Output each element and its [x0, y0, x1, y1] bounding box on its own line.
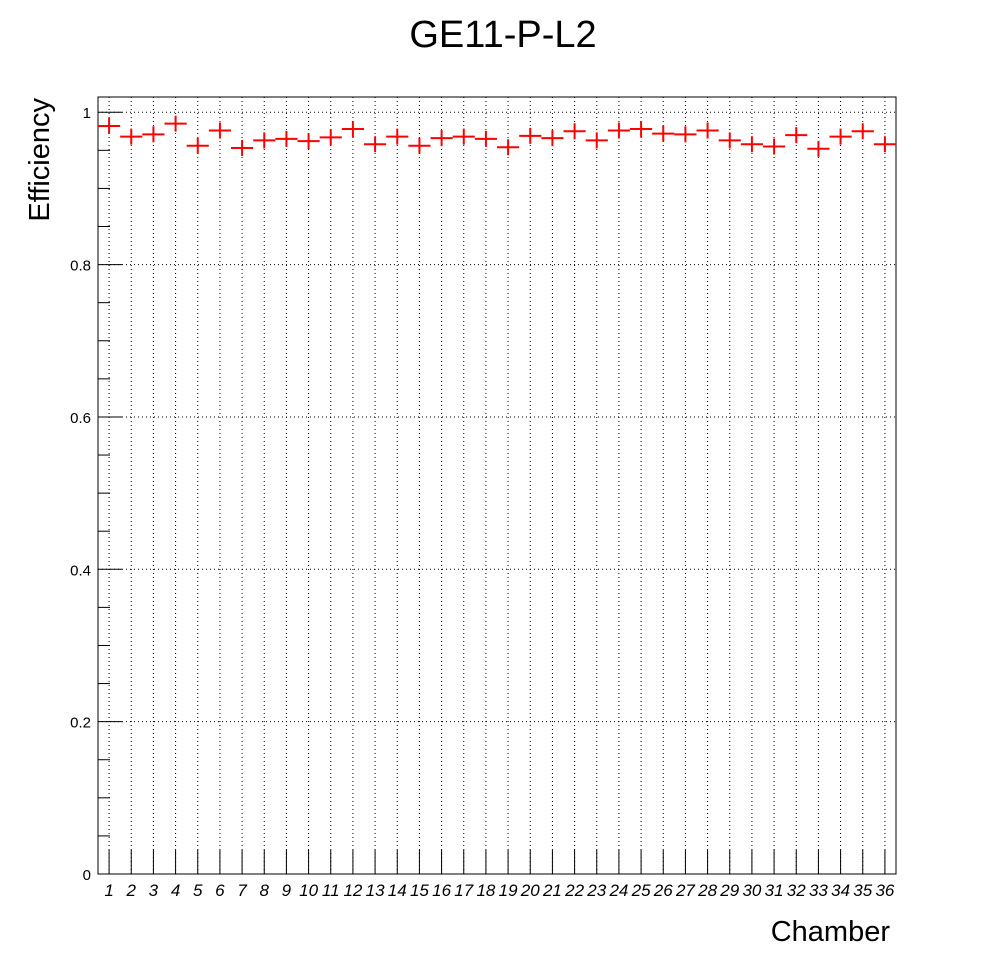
data-point: [208, 122, 231, 139]
data-point: [474, 130, 497, 147]
data-point: [519, 127, 542, 144]
x-tick-label: 27: [675, 881, 695, 900]
data-point: [829, 128, 852, 145]
x-tick-label: 14: [388, 881, 407, 900]
data-point: [341, 120, 364, 137]
x-axis-label: Chamber: [771, 916, 891, 948]
x-tick-label: 31: [765, 881, 784, 900]
data-point: [231, 140, 254, 157]
data-point: [630, 120, 653, 137]
data-point: [740, 136, 763, 153]
data-point: [319, 129, 342, 146]
data-point: [696, 122, 719, 139]
x-tick-label: 32: [787, 881, 806, 900]
x-tick-label: 10: [299, 881, 318, 900]
x-tick-label: 6: [215, 881, 225, 900]
data-point: [297, 133, 320, 150]
chart-title: GE11-P-L2: [409, 14, 596, 56]
data-point: [364, 136, 387, 153]
y-tick-label: 0.6: [70, 410, 91, 427]
x-tick-label: 34: [831, 881, 850, 900]
x-tick-label: 13: [366, 881, 385, 900]
data-point: [98, 117, 121, 134]
data-point: [430, 130, 453, 147]
data-point: [164, 115, 187, 132]
data-point: [807, 140, 830, 157]
x-tick-label: 9: [282, 881, 292, 900]
x-tick-label: 2: [126, 881, 137, 900]
x-tick-label: 23: [586, 881, 606, 900]
x-tick-label: 24: [608, 881, 628, 900]
data-point: [497, 139, 520, 156]
x-tick-label: 30: [742, 881, 761, 900]
x-tick-label: 4: [171, 881, 180, 900]
x-tick-label: 36: [875, 881, 894, 900]
y-tick-label: 0.4: [70, 562, 91, 579]
x-tick-label: 21: [542, 881, 562, 900]
axis-ticks: [98, 111, 886, 875]
x-tick-labels: 1 2 3 4 5 6 7 8 9 10 11 12 13 14 15 16 17 18 19 20 21 22 23 24 2…: [104, 881, 895, 900]
y-tick-label: 0.8: [70, 258, 91, 275]
y-tick-label: 0.2: [70, 715, 91, 732]
data-point: [851, 123, 874, 140]
data-point: [120, 128, 143, 145]
x-tick-label: 18: [476, 881, 495, 900]
y-tick-label: 0: [83, 867, 91, 884]
x-tick-label: 1: [104, 881, 113, 900]
data-point: [408, 137, 431, 154]
x-tick-label: 7: [237, 881, 247, 900]
x-tick-label: 15: [410, 881, 429, 900]
data-point: [275, 130, 298, 147]
x-tick-label: 25: [631, 881, 651, 900]
data-point: [563, 123, 586, 140]
x-tick-label: 8: [260, 881, 270, 900]
grid-lines: [98, 97, 896, 874]
data-point: [585, 132, 608, 149]
data-point: [186, 137, 209, 154]
x-tick-label: 5: [193, 881, 203, 900]
data-point: [541, 130, 564, 147]
data-point: [873, 136, 896, 153]
x-tick-label: 26: [653, 881, 673, 900]
x-tick-label: 12: [343, 881, 362, 900]
x-tick-label: 16: [432, 881, 451, 900]
x-tick-label: 22: [564, 881, 584, 900]
x-tick-label: 19: [499, 881, 518, 900]
x-tick-label: 11: [322, 881, 340, 900]
x-tick-label: 20: [520, 881, 540, 900]
data-point: [652, 125, 675, 142]
data-point: [763, 138, 786, 155]
x-tick-label: 35: [853, 881, 872, 900]
data-point: [253, 132, 276, 149]
x-tick-label: 33: [809, 881, 828, 900]
x-tick-label: 29: [719, 881, 739, 900]
data-point: [607, 122, 630, 139]
data-point: [718, 132, 741, 149]
y-axis-label: Efficiency: [24, 98, 56, 222]
data-point: [674, 126, 697, 143]
data-points: [98, 115, 896, 157]
x-tick-label: 3: [149, 881, 159, 900]
y-tick-label: 1: [83, 105, 91, 122]
data-point: [452, 128, 475, 145]
data-point: [386, 128, 409, 145]
x-tick-label: 17: [454, 881, 473, 900]
plot-frame: [97, 96, 897, 875]
y-tick-labels: 0 0.2 0.4 0.6 0.8 1: [70, 105, 91, 884]
data-point: [785, 127, 808, 144]
x-tick-label: 28: [697, 881, 717, 900]
data-point: [142, 126, 165, 143]
